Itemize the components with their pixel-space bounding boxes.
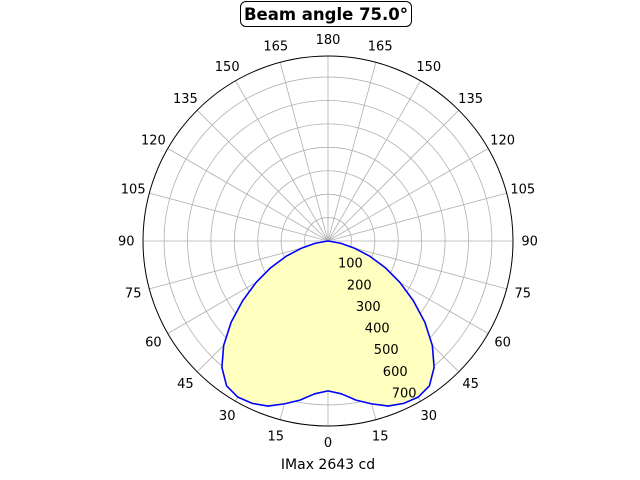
outer-circle — [142, 55, 514, 427]
radial-tick-label: 300 — [356, 300, 381, 315]
angle-tick-label: 45 — [177, 377, 194, 392]
angle-tick-label: 135 — [458, 92, 483, 107]
radial-tick-label: 700 — [392, 386, 417, 401]
radial-tick-label: 600 — [383, 365, 408, 380]
radial-tick-labels: 100 200 300 400 500 600 700 — [338, 257, 417, 402]
grid-spoke — [327, 148, 489, 242]
angle-tick-label: 150 — [215, 60, 240, 75]
angle-tick-label: 90 — [118, 235, 135, 250]
angle-tick-label: 120 — [490, 134, 515, 149]
angle-tick-label: 15 — [372, 429, 389, 444]
intensity-line — [221, 240, 435, 407]
grid-spoke — [327, 80, 421, 242]
grid-spoke — [149, 240, 329, 290]
polar-frame — [142, 55, 514, 427]
chart-title: Beam angle 75.0° — [240, 1, 412, 27]
angle-tick-label: 165 — [263, 40, 288, 55]
angle-tick-label: 105 — [121, 182, 146, 197]
radial-tick-label: 500 — [374, 343, 399, 358]
angle-tick-label: 60 — [145, 335, 162, 350]
x-axis-label: IMax 2643 cd — [280, 457, 376, 473]
angle-tick-label: 30 — [219, 409, 236, 424]
grid-spoke — [279, 62, 329, 242]
intensity-curve — [221, 240, 435, 407]
angle-tick-label: 75 — [515, 287, 532, 302]
angle-tick-label: 0 — [324, 436, 332, 451]
grid-spoke — [235, 80, 329, 242]
grid-spoke — [196, 109, 329, 242]
angle-tick-label: 60 — [494, 335, 511, 350]
radial-tick-label: 200 — [347, 278, 372, 293]
angle-tick-labels: 0 15 30 45 60 75 90 105 120 135 150 165 180 165 150 135… — [118, 33, 538, 451]
grid-spoke — [327, 62, 377, 242]
grid-spoke — [327, 109, 460, 242]
radial-tick-label: 400 — [365, 322, 390, 337]
angle-tick-label: 45 — [462, 377, 479, 392]
angle-tick-label: 75 — [125, 287, 142, 302]
beam-fill-area — [221, 241, 435, 407]
angle-tick-label: 135 — [173, 92, 198, 107]
beam-fill — [221, 241, 435, 407]
angle-tick-label: 120 — [141, 134, 166, 149]
grid-spoke — [167, 148, 329, 242]
angle-tick-label: 105 — [510, 182, 535, 197]
grid-spoke — [149, 192, 329, 242]
radial-tick-label: 100 — [338, 257, 363, 272]
grid-spoke — [327, 192, 507, 242]
angle-tick-label: 150 — [416, 60, 441, 75]
grid-spoke — [327, 240, 507, 290]
angle-tick-label: 165 — [368, 40, 393, 55]
angle-tick-label: 90 — [521, 235, 538, 250]
angle-tick-label: 15 — [268, 429, 285, 444]
angle-tick-label: 30 — [421, 409, 438, 424]
angle-tick-label: 180 — [316, 33, 341, 48]
